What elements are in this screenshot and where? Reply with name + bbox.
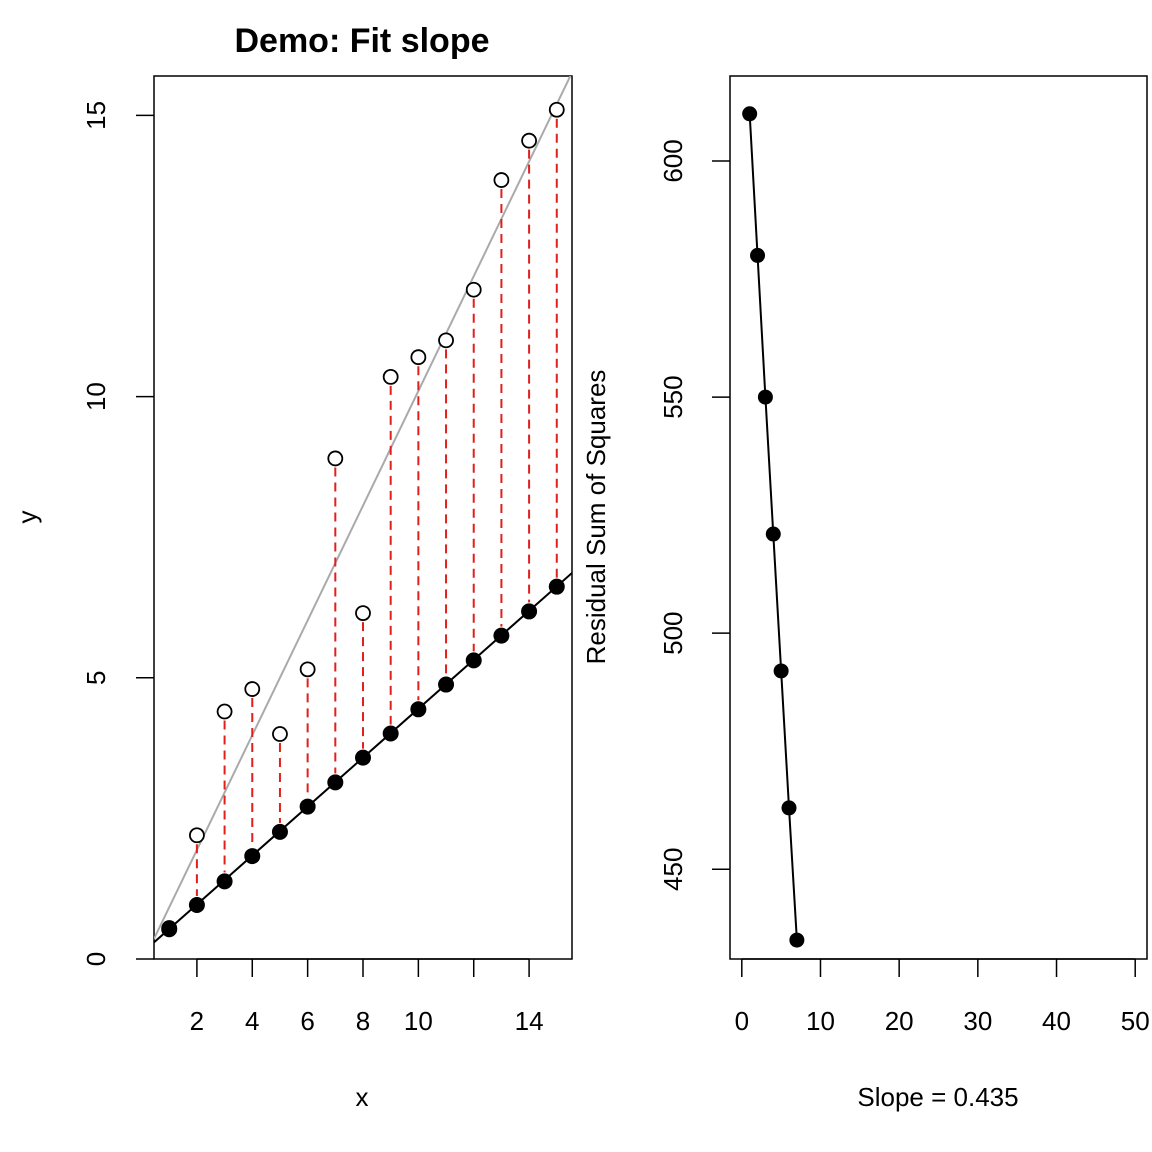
y-tick-label: 0 xyxy=(81,952,111,966)
x-tick-label: 2 xyxy=(190,1006,204,1036)
observed-point xyxy=(299,661,316,678)
observed-point xyxy=(548,101,565,118)
reference-lines xyxy=(154,76,572,944)
data-points xyxy=(161,101,565,938)
rss-point xyxy=(765,526,781,542)
fitted-point xyxy=(382,725,399,742)
fitted-point xyxy=(465,652,482,669)
residual-segments xyxy=(195,118,558,897)
x-axis-label: Slope = 0.435 xyxy=(857,1082,1018,1112)
fitted-point xyxy=(299,798,316,815)
observed-point xyxy=(355,605,371,622)
observed-point xyxy=(493,172,510,188)
fitted-point xyxy=(161,921,178,938)
observed-point xyxy=(410,349,427,366)
rss-point xyxy=(781,800,797,816)
rss-point xyxy=(750,247,766,263)
rss-point xyxy=(773,663,789,679)
y-tick-label: 550 xyxy=(658,375,688,418)
fitted-point xyxy=(438,676,455,693)
observed-point xyxy=(216,703,233,720)
x-tick-label: 10 xyxy=(806,1006,835,1036)
x-tick-label: 4 xyxy=(245,1006,259,1036)
fitted-point xyxy=(271,823,288,840)
y-tick-label: 500 xyxy=(658,611,688,654)
y-axis-label: Residual Sum of Squares xyxy=(581,370,611,665)
y-tick-label: 600 xyxy=(658,139,688,182)
observed-point xyxy=(244,681,261,697)
fitted-point xyxy=(521,603,538,620)
fitted-point xyxy=(188,897,205,914)
fitted-point xyxy=(327,774,344,791)
y-axis-label: y xyxy=(12,511,42,524)
x-tick-label: 30 xyxy=(963,1006,992,1036)
chart-title: Demo: Fit slope xyxy=(234,22,489,60)
x-axis-label: x xyxy=(356,1082,369,1112)
fitted-point xyxy=(493,627,510,644)
plot-frame xyxy=(153,75,573,960)
y-tick-label: 5 xyxy=(81,671,111,685)
observed-point xyxy=(438,332,454,349)
fitted-point xyxy=(410,701,427,718)
rss-point xyxy=(742,106,758,122)
axes: 2 4 6 8 10 14 0 5 10 15 xyxy=(81,101,544,1036)
reference-line xyxy=(154,76,572,940)
observed-point xyxy=(465,281,482,298)
plot-frame xyxy=(729,75,1148,960)
fitted-point xyxy=(244,848,261,865)
observed-point xyxy=(382,368,399,385)
slope-fit-panel: Demo: Fit slope 2 4 6 8 10 14 0 5 10 15 x y xyxy=(12,22,573,1112)
observed-point xyxy=(272,726,288,742)
rss-point xyxy=(789,932,805,948)
y-tick-label: 15 xyxy=(81,101,111,130)
x-tick-label: 8 xyxy=(356,1006,370,1036)
axes: 0 10 20 30 40 50 450 500 550 600 xyxy=(658,139,1150,1036)
observed-point xyxy=(327,450,344,467)
fitted-point xyxy=(355,749,371,766)
x-tick-label: 50 xyxy=(1121,1006,1150,1036)
x-tick-label: 20 xyxy=(885,1006,914,1036)
x-tick-label: 10 xyxy=(404,1006,433,1036)
x-tick-label: 40 xyxy=(1042,1006,1071,1036)
fitted-point xyxy=(548,578,565,595)
y-tick-label: 450 xyxy=(658,848,688,891)
rss-panel: 0 10 20 30 40 50 450 500 550 600 Slope = 0.435 Re… xyxy=(581,75,1150,1112)
x-tick-label: 6 xyxy=(300,1006,314,1036)
rss-series xyxy=(742,106,805,948)
observed-point xyxy=(189,827,205,844)
observed-point xyxy=(521,132,537,149)
fitted-point xyxy=(216,873,233,890)
y-tick-label: 10 xyxy=(81,382,111,411)
x-tick-label: 0 xyxy=(735,1006,749,1036)
rss-point xyxy=(757,389,773,405)
x-tick-label: 14 xyxy=(515,1006,544,1036)
